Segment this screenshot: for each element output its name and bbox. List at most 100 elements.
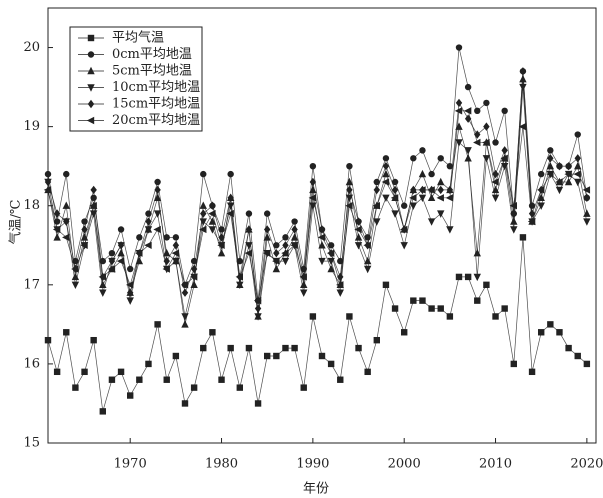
point: [154, 321, 161, 328]
point: [446, 185, 454, 195]
point: [99, 289, 107, 297]
point: [200, 209, 207, 218]
x-tick-label: 1980: [205, 457, 238, 472]
legend-marker: [87, 84, 95, 92]
point: [501, 146, 508, 155]
point: [355, 217, 362, 226]
point: [410, 155, 417, 162]
point: [373, 218, 381, 226]
point: [391, 185, 399, 195]
point: [583, 193, 591, 203]
point: [565, 344, 572, 352]
point: [136, 376, 143, 383]
point: [208, 217, 217, 225]
point: [418, 186, 426, 194]
point: [556, 161, 563, 171]
point: [181, 320, 189, 328]
point: [509, 202, 517, 210]
point: [574, 352, 581, 360]
point: [254, 400, 262, 407]
point: [43, 186, 52, 194]
point: [491, 194, 500, 203]
point: [145, 360, 152, 368]
series-line: [47, 47, 588, 301]
point: [189, 273, 198, 281]
point: [180, 281, 189, 289]
point: [72, 384, 79, 391]
legend-label: 0cm平均地温: [112, 47, 192, 62]
point: [418, 194, 427, 203]
point: [153, 210, 162, 218]
point: [445, 194, 454, 202]
point: [108, 256, 116, 266]
point: [437, 155, 444, 162]
point: [208, 226, 217, 234]
point: [264, 210, 271, 217]
point: [382, 161, 390, 171]
legend-label: 15cm平均地温: [112, 97, 200, 112]
point: [127, 288, 134, 297]
point: [336, 281, 344, 289]
point: [254, 304, 262, 313]
point: [573, 170, 581, 178]
point: [337, 376, 344, 383]
point: [483, 122, 490, 131]
point: [482, 155, 491, 163]
point: [291, 218, 298, 225]
point: [546, 161, 555, 170]
point: [309, 162, 317, 170]
point: [181, 288, 189, 297]
point: [519, 67, 527, 76]
point: [427, 186, 435, 194]
point: [565, 161, 572, 171]
point: [81, 225, 88, 234]
point: [63, 217, 70, 226]
point: [336, 289, 344, 297]
point: [427, 218, 436, 226]
point: [235, 273, 243, 281]
point: [437, 185, 444, 195]
point: [163, 248, 171, 257]
point: [63, 329, 70, 336]
point: [99, 408, 106, 415]
legend-marker: [87, 66, 95, 75]
point: [107, 265, 116, 273]
point: [245, 225, 253, 234]
point: [236, 384, 243, 391]
point: [354, 242, 363, 250]
legend-marker: [87, 51, 95, 58]
point: [473, 248, 481, 257]
point: [308, 194, 317, 202]
point: [455, 98, 463, 108]
point: [126, 297, 134, 305]
point: [217, 241, 225, 249]
point: [391, 210, 399, 218]
point: [564, 177, 573, 186]
point: [501, 305, 508, 312]
point: [382, 169, 390, 178]
point: [272, 264, 281, 273]
point: [492, 139, 499, 146]
point: [200, 170, 207, 178]
point: [346, 185, 353, 195]
point: [401, 329, 408, 336]
point: [154, 178, 161, 186]
legend-marker: [87, 34, 95, 42]
point: [309, 177, 317, 187]
point: [491, 178, 499, 186]
point: [428, 170, 435, 178]
point: [463, 107, 472, 115]
point: [227, 193, 234, 203]
point: [427, 193, 436, 202]
point: [364, 368, 371, 376]
point: [300, 384, 307, 391]
point: [483, 99, 490, 107]
point: [574, 131, 581, 138]
point: [44, 336, 52, 344]
point: [98, 273, 106, 281]
point: [390, 194, 399, 202]
point: [546, 170, 554, 178]
point: [538, 170, 545, 178]
point: [574, 154, 581, 163]
